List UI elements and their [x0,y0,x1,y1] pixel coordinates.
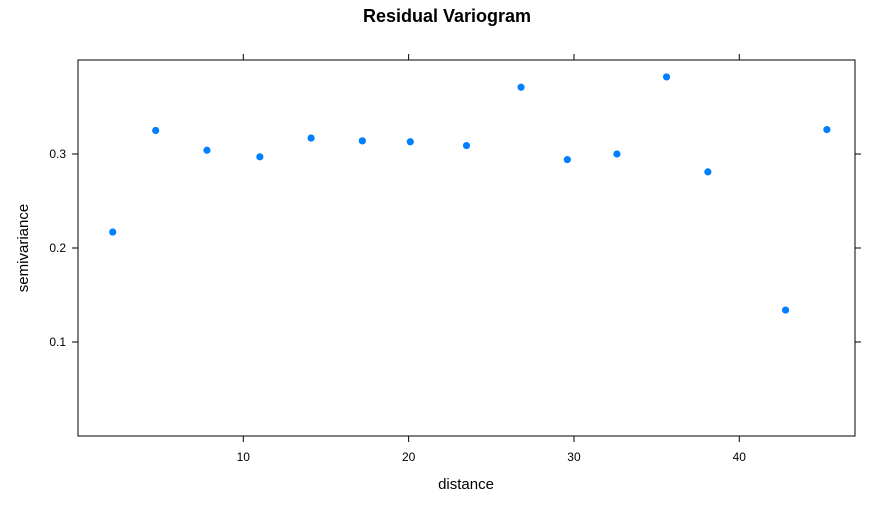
data-point [406,138,414,146]
y-tick-label: 0.2 [49,241,66,255]
data-point [358,137,366,145]
x-tick-label: 10 [237,450,251,464]
x-tick-label: 30 [567,450,581,464]
data-point [152,126,160,135]
data-point [109,228,117,236]
x-axis-label: distance [438,476,494,493]
x-tick-label: 40 [733,450,747,464]
data-point [203,146,211,154]
data-point [613,150,621,158]
y-axis-label: semivariance [15,204,32,292]
chart-title: Residual Variogram [363,6,531,26]
data-point [704,168,712,176]
data-point [517,83,525,91]
data-point [563,156,571,164]
y-axis: 0.1 0.2 0.3 [49,147,861,349]
x-tick-label: 20 [402,450,416,464]
plot-frame [77,59,856,437]
data-point [781,306,790,314]
data-point [256,153,264,161]
data-point [662,73,671,81]
data-points [109,73,831,314]
data-point [462,141,471,150]
y-tick-label: 0.3 [49,147,66,161]
data-point [823,125,831,134]
y-tick-label: 0.1 [49,335,66,349]
x-axis: 10 20 30 40 [237,54,747,464]
data-point [307,134,315,142]
